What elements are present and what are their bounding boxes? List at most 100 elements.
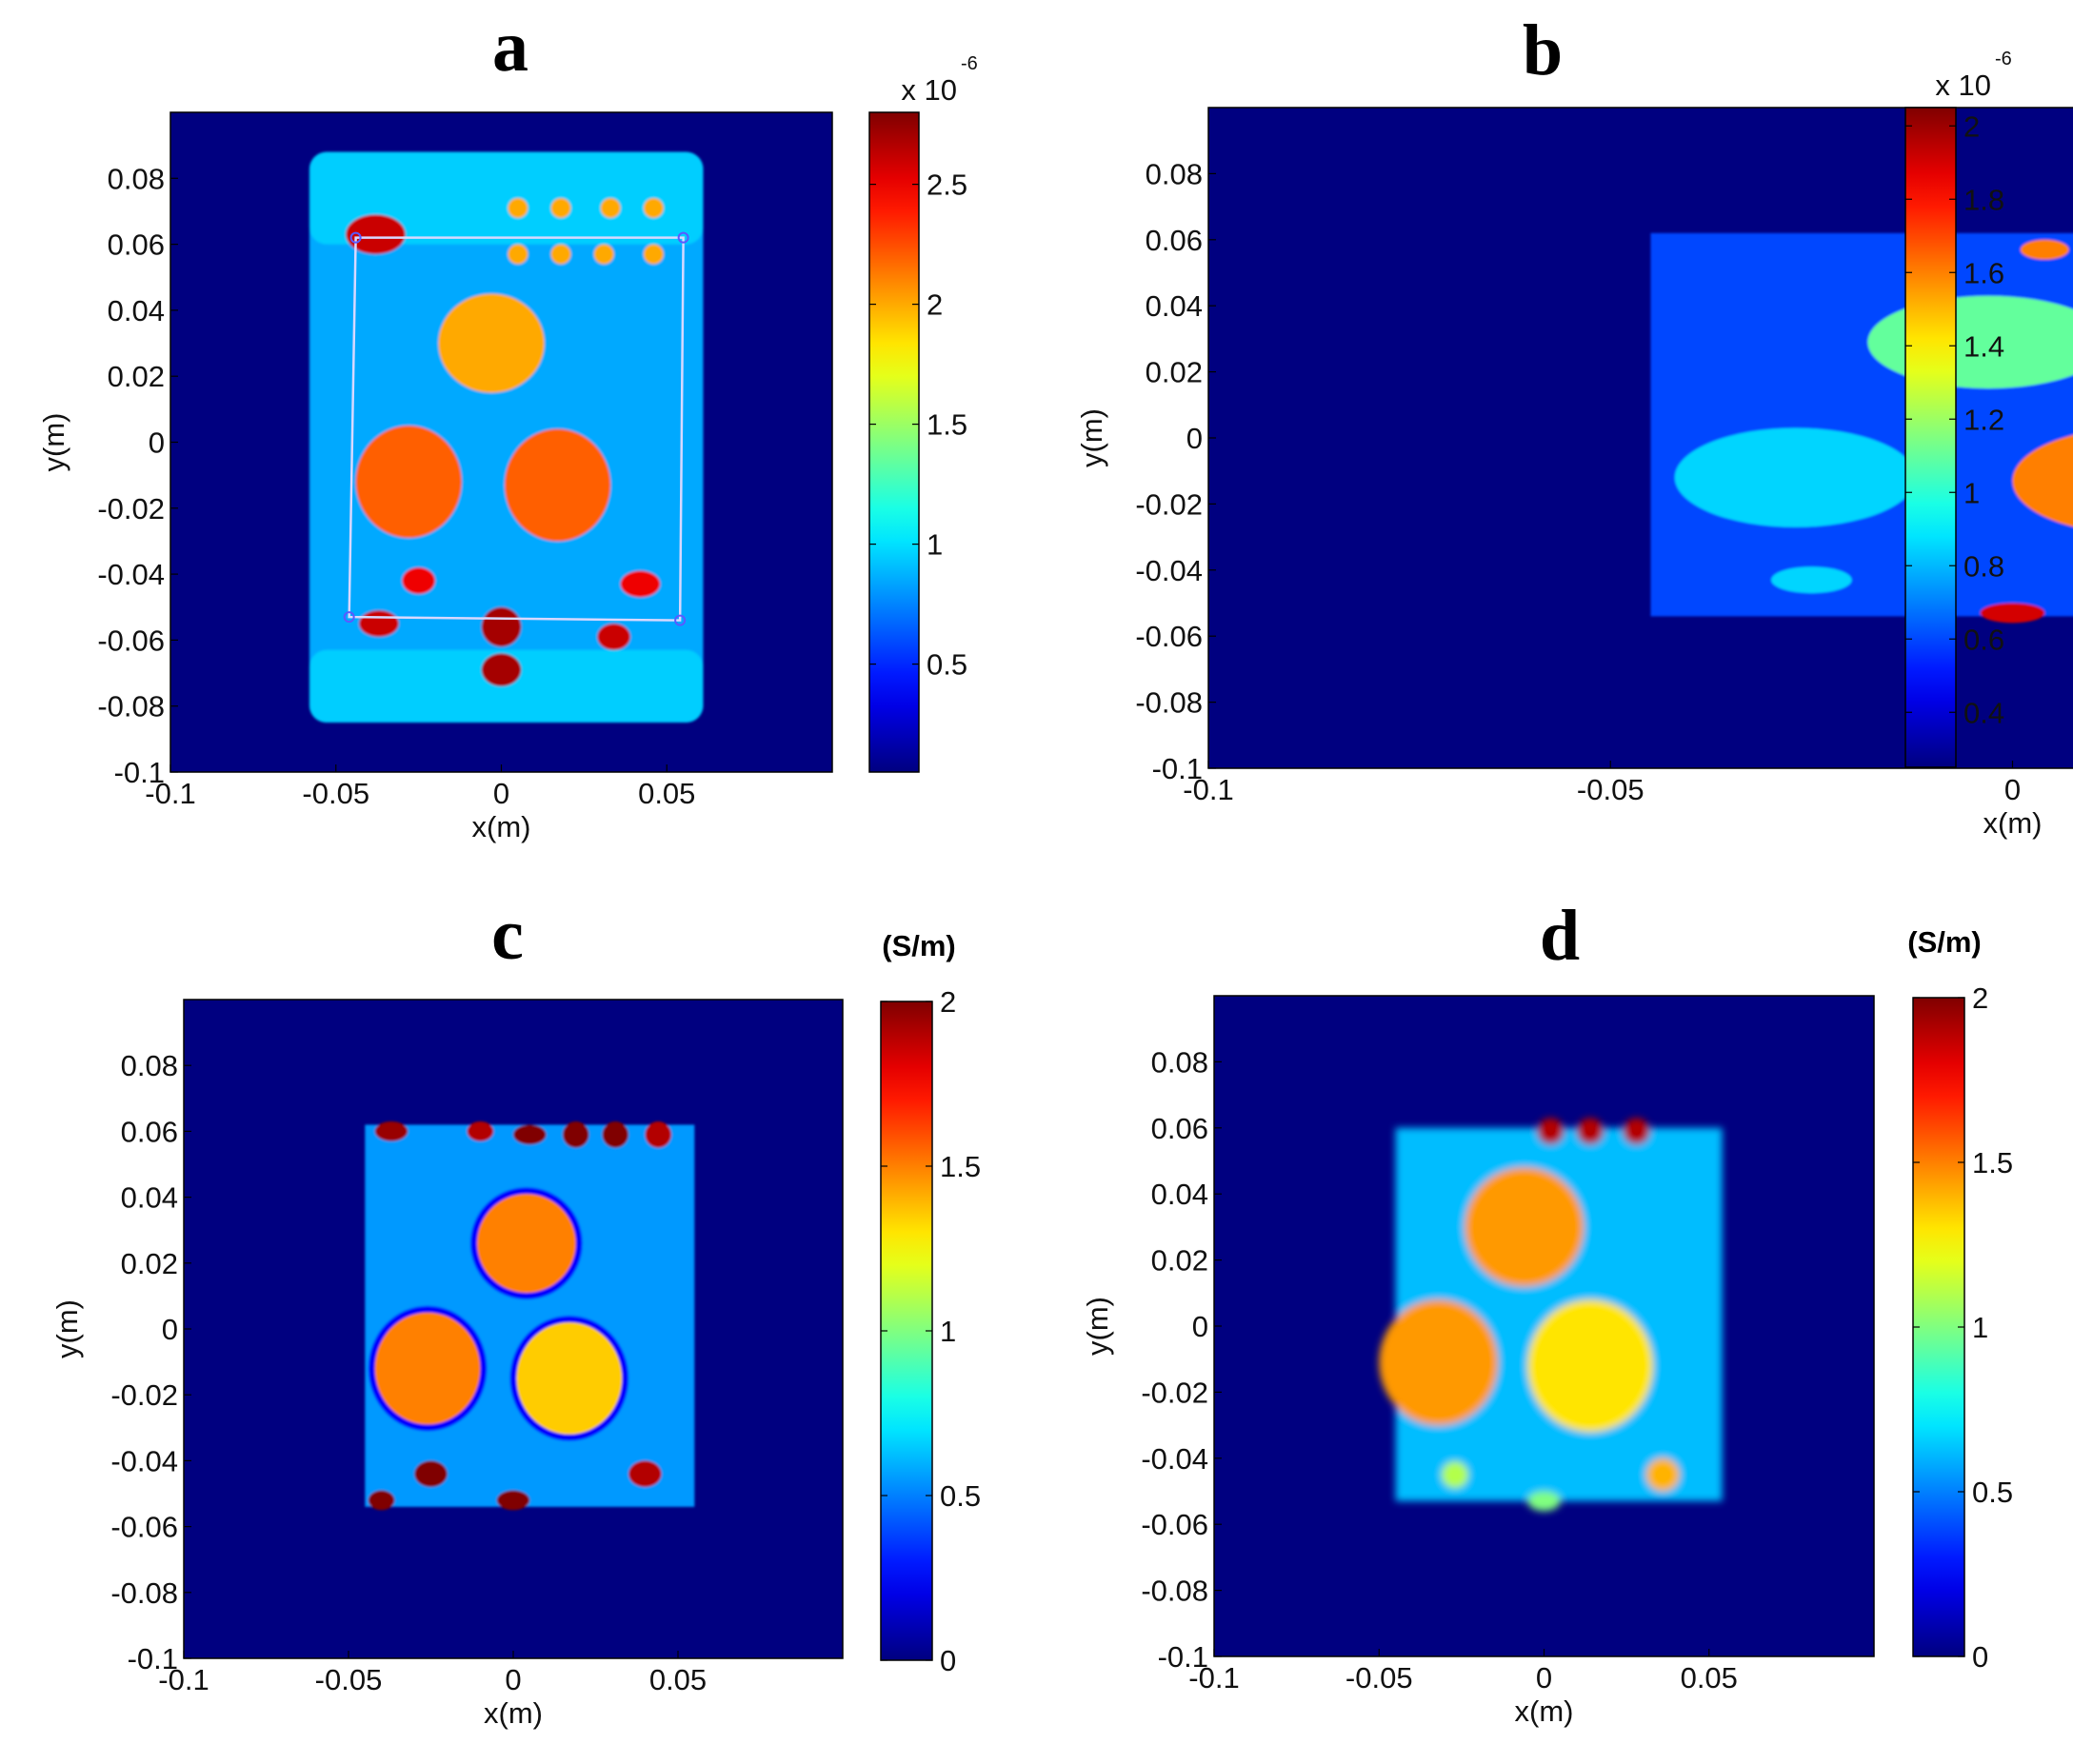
heatmap-inclusion: [414, 1460, 448, 1488]
heatmap-inclusion: [374, 1121, 409, 1141]
heatmap-inclusion: [1577, 1118, 1604, 1145]
y-tick-label: -0.08: [1141, 1575, 1208, 1608]
y-axis-label: y(m): [37, 413, 70, 472]
heatmap-inclusion: [645, 1121, 672, 1148]
y-tick-label: -0.04: [1141, 1442, 1208, 1476]
y-tick-label: -0.02: [97, 492, 165, 525]
heatmap-inclusion: [1537, 1118, 1565, 1145]
colorbar-tick-label: 0.4: [1963, 696, 2004, 729]
y-tick-label: 0.02: [1146, 356, 1203, 389]
colorbar-tick-label: 2: [1963, 109, 1980, 143]
y-tick-label: -0.04: [1135, 554, 1203, 587]
heatmap-inclusion: [359, 610, 399, 637]
y-tick-label: -0.02: [1135, 487, 1203, 521]
x-tick-label: 0.05: [1681, 1661, 1738, 1695]
heatmap-inclusion: [620, 570, 661, 598]
x-tick-label: 0.05: [649, 1663, 707, 1696]
heatmap-inclusion: [513, 1124, 547, 1145]
heatmap-inclusion: [504, 428, 611, 542]
y-tick-label: 0: [1186, 422, 1203, 455]
heatmap-region: [309, 649, 704, 723]
heatmap-inclusion: [508, 198, 528, 218]
heatmap-inclusion: [516, 1322, 623, 1435]
heatmap-inclusion: [355, 426, 462, 538]
y-tick-label: 0.08: [1146, 157, 1203, 190]
colorbar-tick-label: 1.5: [1972, 1146, 2013, 1179]
y-tick-label: 0: [162, 1313, 178, 1346]
heatmap-region: [309, 151, 704, 245]
heatmap-inclusion: [562, 1121, 589, 1148]
roi-vertex: [674, 614, 687, 626]
colorbar-tick-label: 1.5: [927, 408, 967, 442]
roi-vertex: [677, 231, 689, 244]
x-tick-label: 0: [1536, 1661, 1552, 1695]
heatmap-inclusion: [2020, 239, 2069, 260]
y-tick-label: 0.02: [1151, 1244, 1208, 1278]
colorbar-tick-label: 1.4: [1963, 329, 2004, 363]
panel-letter: d: [1540, 896, 1580, 976]
y-tick-label: -0.08: [97, 690, 165, 723]
y-tick-label: 0.04: [1146, 289, 1203, 323]
heatmap-inclusion: [368, 1490, 395, 1511]
colorbar-tick-label: 2: [927, 288, 943, 322]
x-tick-label: -0.1: [1188, 1661, 1239, 1695]
colorbar-tick-label: 0.6: [1963, 623, 2004, 656]
roi-vertex: [349, 231, 362, 244]
colorbar-tick-label: 1: [940, 1315, 956, 1348]
colorbar-tick-label: 1.8: [1963, 183, 2004, 216]
colorbar-multiplier: x 10: [901, 73, 957, 107]
y-tick-label: -0.06: [110, 1511, 178, 1544]
x-tick-label: -0.1: [1183, 773, 1233, 806]
heatmap-a: [170, 112, 832, 772]
y-tick-label: 0.08: [121, 1049, 178, 1082]
y-tick-label: -0.02: [110, 1378, 178, 1412]
heatmap-inclusion: [402, 567, 435, 594]
colorbar-tick-label: 0.5: [940, 1479, 981, 1513]
colorbar-tick-label: 0.8: [1963, 549, 2004, 583]
heatmap-inclusion: [1527, 1299, 1653, 1433]
colorbar: [868, 111, 920, 773]
roi-polygon: [348, 236, 685, 622]
heatmap-inclusion: [496, 1490, 530, 1511]
y-axis-label: y(m): [50, 1299, 84, 1358]
heatmap-inclusion: [602, 1121, 629, 1148]
y-tick-label: 0.08: [1151, 1045, 1208, 1079]
x-tick-label: -0.1: [145, 777, 195, 810]
heatmap-inclusion: [1980, 603, 2045, 624]
x-axis-label: x(m): [472, 810, 531, 843]
y-tick-label: 0.02: [121, 1247, 178, 1280]
heatmap-inclusion: [1442, 1461, 1468, 1489]
x-tick-label: -0.05: [1577, 773, 1644, 806]
x-tick-label: 0.05: [638, 777, 695, 810]
y-axis-label: y(m): [1075, 408, 1108, 467]
colorbar-tick-label: 0.5: [1972, 1476, 2013, 1509]
y-tick-label: -0.04: [97, 558, 165, 591]
y-tick-label: -0.08: [1135, 686, 1203, 720]
y-tick-label: 0.06: [1146, 224, 1203, 257]
y-tick-label: 0.06: [121, 1115, 178, 1148]
heatmap-inclusion: [508, 244, 528, 265]
colorbar-tick-label: 2.5: [927, 168, 967, 202]
heatmap-inclusion: [600, 198, 621, 218]
y-tick-label: -0.1: [114, 756, 165, 789]
colorbar-tick-label: 1: [927, 528, 943, 562]
y-tick-label: -0.08: [110, 1576, 178, 1610]
y-tick-label: -0.1: [128, 1642, 178, 1675]
y-tick-label: 0.02: [108, 360, 165, 393]
y-tick-label: -0.06: [97, 624, 165, 657]
x-tick-label: 0: [505, 1663, 521, 1696]
y-tick-label: 0.06: [108, 228, 165, 262]
panel-letter: a: [492, 7, 528, 87]
colorbar-multiplier: x 10: [1935, 69, 1991, 102]
x-axis-label: x(m): [1515, 1695, 1574, 1728]
y-tick-label: 0: [1192, 1310, 1208, 1343]
colorbar: [880, 1001, 933, 1661]
colorbar-tick-label: 2: [1972, 981, 1988, 1015]
y-tick-label: -0.04: [110, 1444, 178, 1477]
roi-vertex: [343, 611, 355, 624]
x-axis-label: x(m): [484, 1696, 543, 1730]
heatmap-inclusion: [550, 244, 571, 265]
panel-b: -0.1 -0.08 -0.06 -0.04 -0.02 0 0.02 0.04 0.06 0.0…: [1075, 10, 2073, 840]
colorbar-tick-label: 0.5: [927, 648, 967, 682]
x-tick-label: 0: [2004, 773, 2021, 806]
